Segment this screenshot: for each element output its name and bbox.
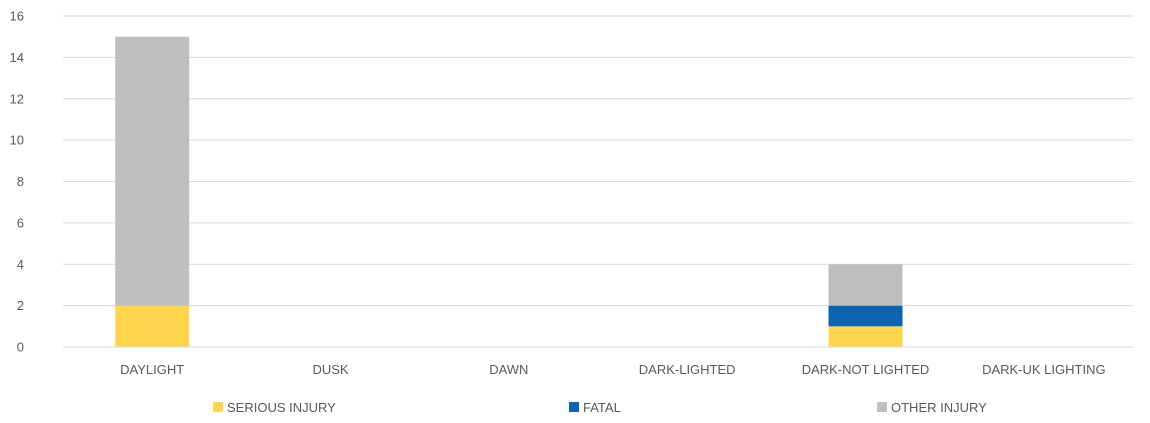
- y-axis-tick-labels: 0 2 4 6 8 10 12 14 16: [10, 9, 24, 355]
- y-tick-label: 2: [17, 298, 24, 313]
- gridlines: [63, 15, 1133, 307]
- legend-label: OTHER INJURY: [891, 400, 987, 415]
- x-tick-label: DARK-UK LIGHTING: [982, 362, 1106, 377]
- y-tick-label: 0: [17, 340, 24, 355]
- x-axis-tick-labels: DAYLIGHT DUSK DAWN DARK-LIGHTED DARK-NOT LIG…: [120, 362, 1105, 377]
- x-tick-label: DUSK: [312, 362, 348, 377]
- legend-swatch-other-injury: [877, 402, 887, 412]
- y-tick-label: 10: [10, 133, 24, 148]
- bar-segment-fatal-dark-not-lighted: [828, 305, 903, 327]
- y-tick-label: 14: [10, 50, 24, 65]
- bar-segment-other-injury-dark-not-lighted: [828, 264, 903, 306]
- legend-swatch-serious-injury: [213, 402, 223, 412]
- bars: [115, 36, 903, 347]
- legend: SERIOUS INJURY FATAL OTHER INJURY: [213, 400, 987, 415]
- bar-segment-other-injury-daylight: [115, 36, 190, 306]
- bar-segment-serious-injury-dark-not-lighted: [828, 326, 903, 347]
- x-tick-label: DAYLIGHT: [120, 362, 184, 377]
- legend-label: FATAL: [583, 400, 621, 415]
- y-tick-label: 12: [10, 91, 24, 106]
- x-tick-label: DARK-LIGHTED: [639, 362, 736, 377]
- y-tick-label: 16: [10, 9, 24, 24]
- y-tick-label: 4: [17, 257, 24, 272]
- legend-label: SERIOUS INJURY: [227, 400, 336, 415]
- bar-segment-serious-injury-daylight: [115, 305, 190, 347]
- x-tick-label: DAWN: [489, 362, 528, 377]
- x-tick-label: DARK-NOT LIGHTED: [802, 362, 930, 377]
- legend-swatch-fatal: [569, 402, 579, 412]
- y-tick-label: 8: [17, 174, 24, 189]
- y-tick-label: 6: [17, 215, 24, 230]
